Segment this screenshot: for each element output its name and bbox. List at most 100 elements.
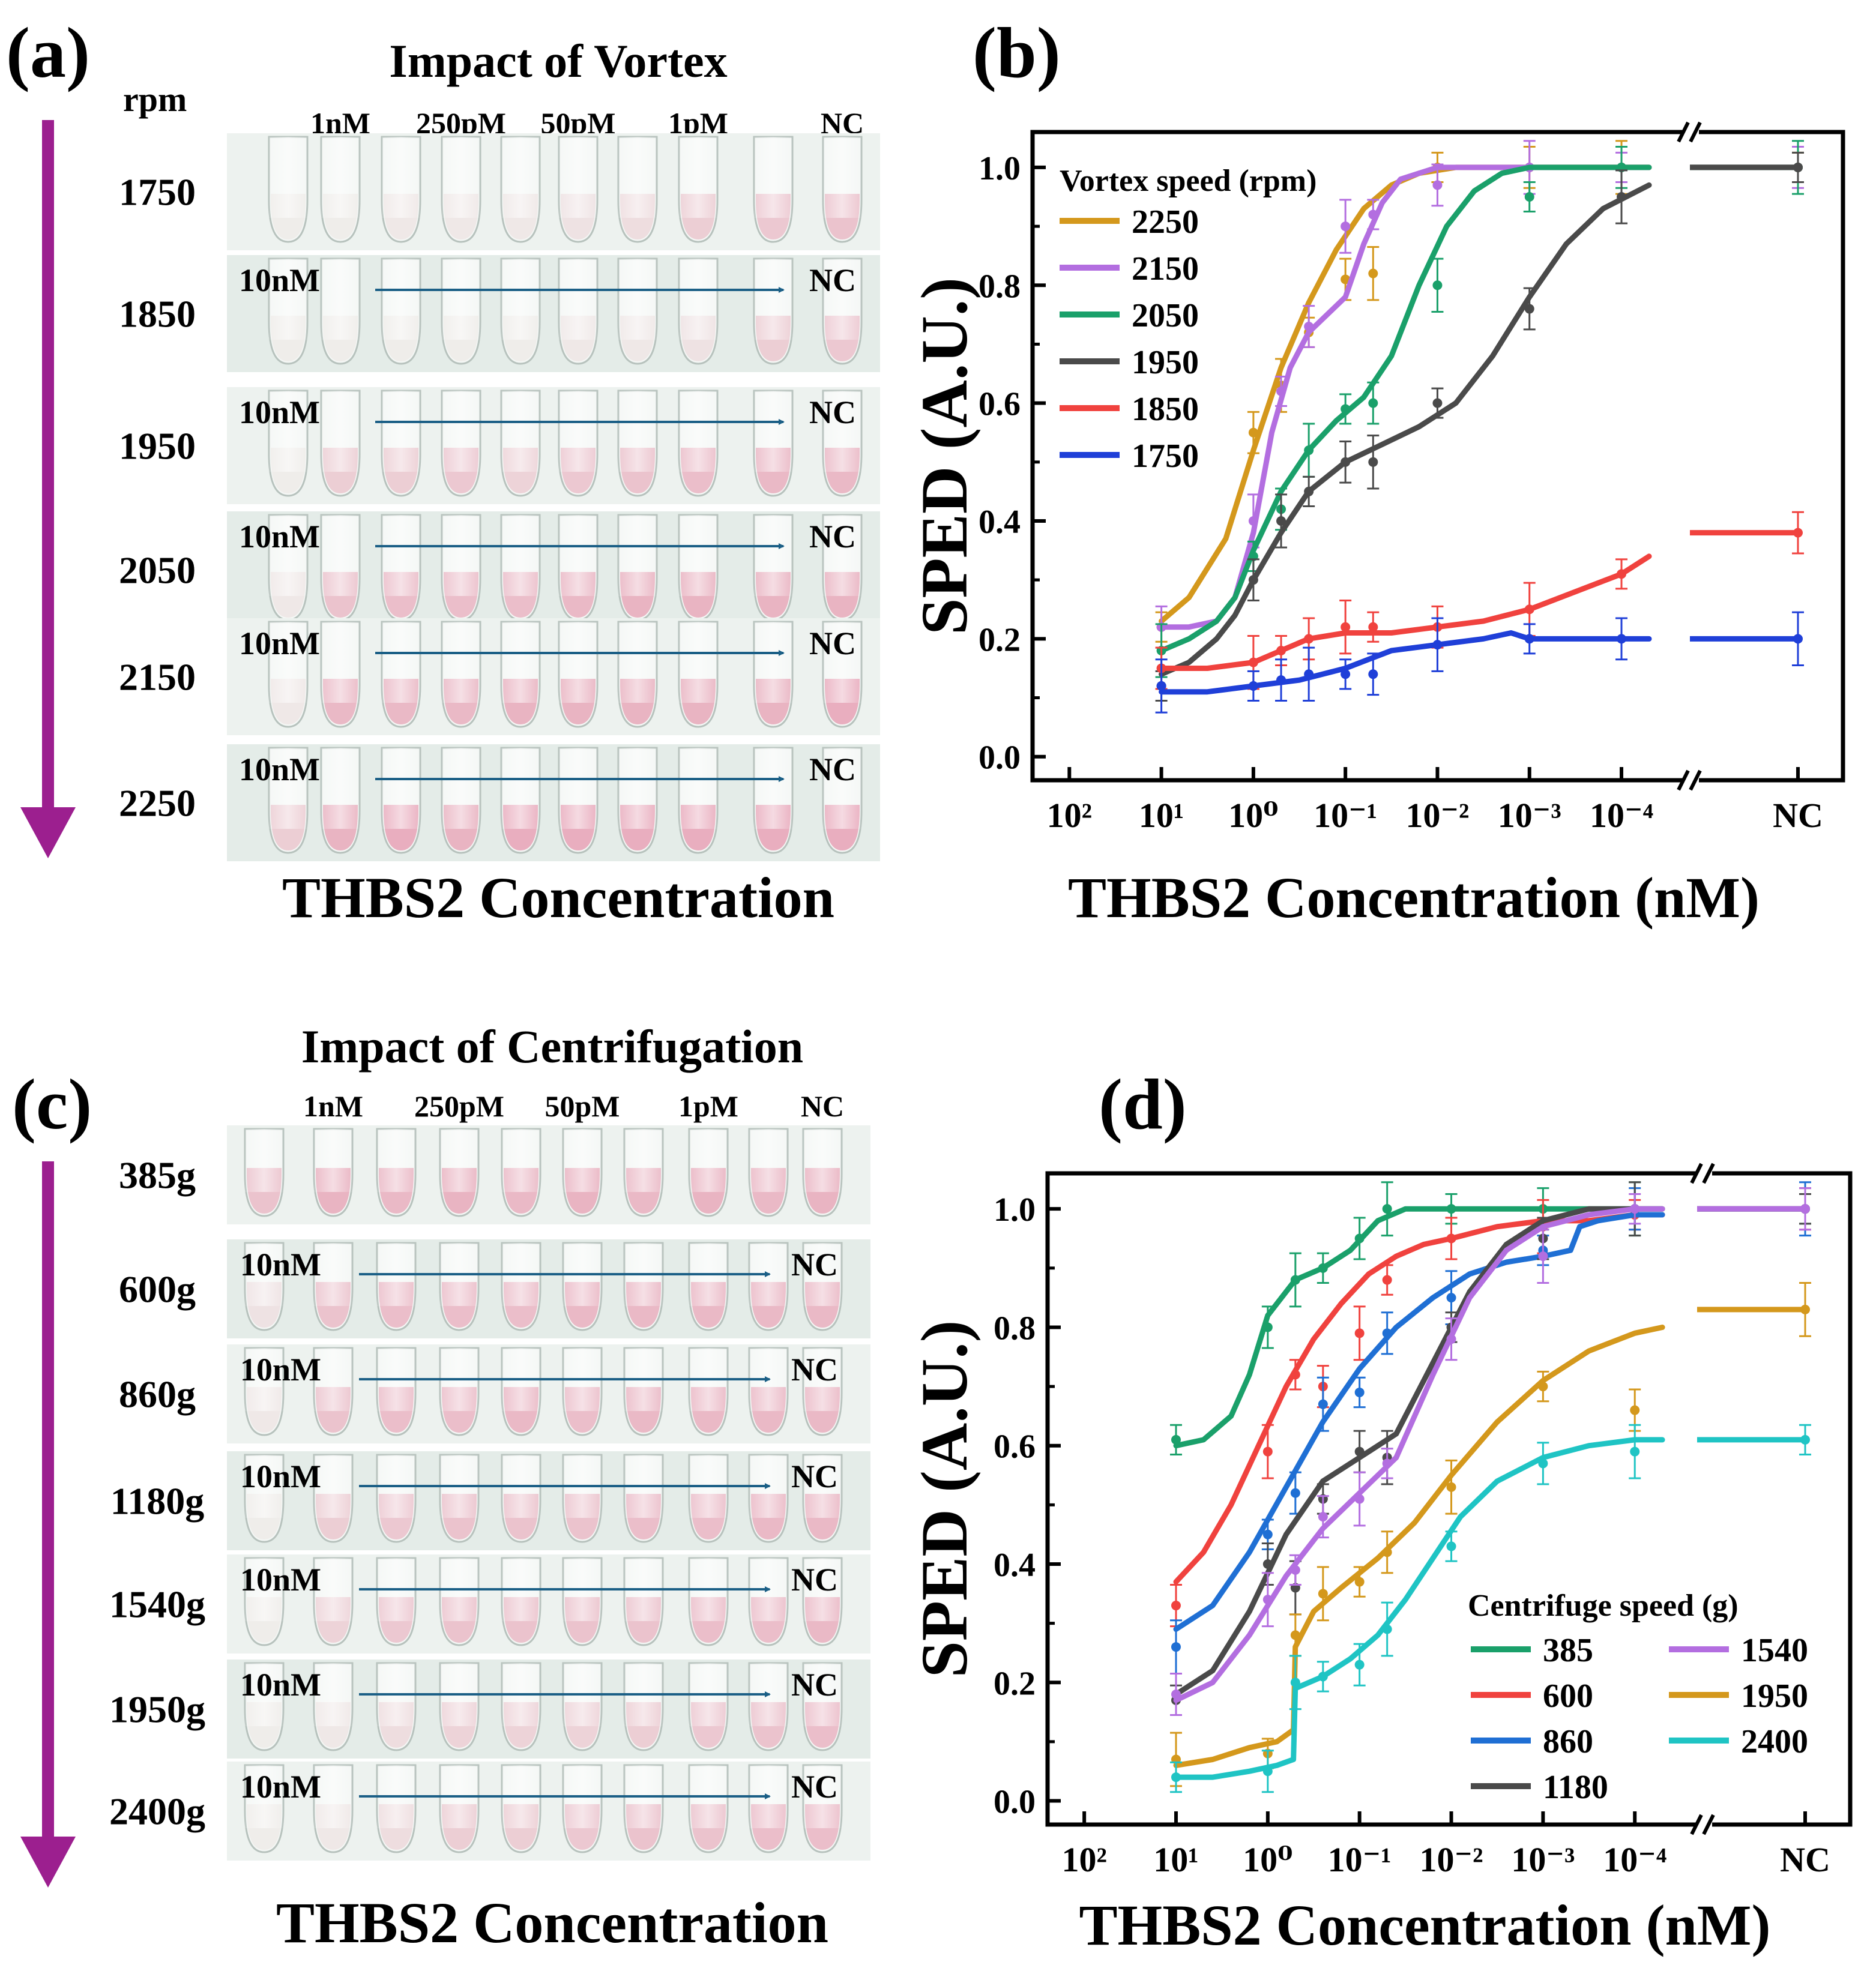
panel-c-title: Impact of Centrifugation — [301, 1020, 803, 1073]
plot-frame — [1045, 1171, 1853, 1827]
tube-highlight — [618, 391, 657, 472]
row-start-label: 10nM — [239, 625, 320, 661]
row-end-label: NC — [791, 1352, 838, 1388]
tube — [688, 1347, 729, 1436]
tube-row — [227, 1125, 870, 1224]
data-point — [1368, 209, 1378, 220]
data-point — [1446, 1233, 1456, 1244]
tube — [439, 1557, 480, 1646]
tube-highlight — [679, 622, 717, 703]
tube-highlight — [754, 391, 792, 472]
tube-highlight — [823, 259, 861, 340]
data-point — [1354, 1387, 1365, 1397]
row-label: 385g — [119, 1154, 196, 1197]
data-point — [1368, 622, 1378, 632]
fit-curve — [1173, 1212, 1665, 1585]
data-point — [1524, 604, 1534, 615]
tube — [320, 514, 361, 621]
tube — [441, 514, 481, 621]
tube — [244, 1454, 285, 1543]
data-point — [1262, 1529, 1273, 1539]
tube — [562, 1764, 603, 1853]
tube — [688, 1764, 729, 1853]
tube-highlight — [442, 622, 480, 703]
x-tick-label: 10⁰ — [1228, 796, 1278, 835]
row-label: 2250 — [119, 782, 196, 825]
tube — [376, 1242, 417, 1331]
panel-b-chart: (b) 0.0 0.2 0.4 0.6 0.8 1.0 10² 10¹ 10⁰ 10⁻¹ 10⁻² 10… — [908, 13, 1845, 930]
tube — [501, 1557, 541, 1646]
tube-highlight — [803, 1558, 842, 1621]
panel-c-xlabel: THBS2 Concentration — [276, 1891, 828, 1955]
tube — [562, 1242, 603, 1331]
tube — [244, 1764, 285, 1853]
tube — [617, 136, 658, 243]
row-end-label: NC — [809, 519, 856, 555]
tube — [320, 747, 361, 854]
tube-highlight — [823, 622, 861, 703]
data-point — [1617, 569, 1627, 579]
concentration-label-upper: 1nM — [303, 1089, 363, 1123]
data-point — [1248, 681, 1258, 691]
data-point — [1432, 398, 1443, 408]
tube-highlight — [501, 391, 540, 472]
tube-row: 10nM NC — [227, 1344, 870, 1443]
concentration-label-upper: 250pM — [414, 1089, 504, 1123]
tube-highlight — [382, 622, 420, 703]
tube — [439, 1128, 480, 1217]
row-start-label: 10nM — [240, 1562, 321, 1598]
tube-highlight — [679, 515, 717, 596]
tube — [500, 514, 541, 621]
legend-label: 2400 — [1741, 1723, 1808, 1760]
y-tick-label: 0.2 — [979, 621, 1021, 658]
tube-row: 10nM NC — [227, 255, 880, 372]
data-point — [1276, 387, 1286, 396]
data-point — [1304, 669, 1314, 679]
data-point — [1800, 1304, 1810, 1314]
legend-label: 1750 — [1132, 438, 1199, 475]
panel-a-xlabel: THBS2 Concentration — [282, 865, 834, 930]
tube-highlight — [501, 748, 540, 829]
tube-highlight — [245, 1663, 283, 1726]
data-point — [1382, 1328, 1392, 1338]
tube — [562, 1557, 603, 1646]
tube — [748, 1242, 789, 1331]
panel-a-label: (a) — [6, 13, 90, 92]
tube — [313, 1557, 354, 1646]
tube-highlight — [245, 1765, 283, 1828]
fit-curve — [1159, 182, 1652, 677]
tube — [439, 1662, 480, 1751]
tube — [320, 390, 361, 497]
tube-highlight — [442, 748, 480, 829]
data-point — [1354, 1328, 1365, 1338]
tube-highlight — [321, 259, 360, 340]
tube-highlight — [245, 1558, 283, 1621]
tube — [802, 1454, 843, 1543]
tube-highlight — [245, 1129, 283, 1192]
tube-highlight — [314, 1455, 352, 1518]
series-2400 — [1169, 1424, 1811, 1793]
tube — [500, 257, 541, 365]
tube-highlight — [502, 1129, 540, 1192]
y-tick-label: 1.0 — [979, 150, 1021, 187]
y-tick-label: 0.4 — [979, 504, 1021, 541]
data-point — [1318, 1672, 1328, 1682]
y-tick-label: 0.0 — [994, 1784, 1036, 1821]
legend-label: 600 — [1543, 1678, 1593, 1715]
tube-highlight — [559, 748, 597, 829]
tube — [268, 136, 309, 243]
data-point — [1341, 457, 1351, 467]
legend-label: 1950 — [1741, 1678, 1808, 1715]
tube — [678, 747, 719, 854]
data-point — [1793, 634, 1803, 644]
panel-c-label: (c) — [12, 1064, 92, 1144]
series-1950 — [1155, 151, 1804, 702]
tube — [822, 390, 863, 497]
x-tick-label: 10⁻⁴ — [1590, 796, 1653, 835]
tube — [313, 1347, 354, 1436]
row-end-label: NC — [809, 394, 856, 430]
x-tick-label: NC — [1780, 1840, 1830, 1879]
x-tick-label: 10⁻³ — [1511, 1840, 1575, 1879]
data-point — [1630, 1446, 1640, 1457]
row-start-label: 10nM — [240, 1458, 321, 1494]
